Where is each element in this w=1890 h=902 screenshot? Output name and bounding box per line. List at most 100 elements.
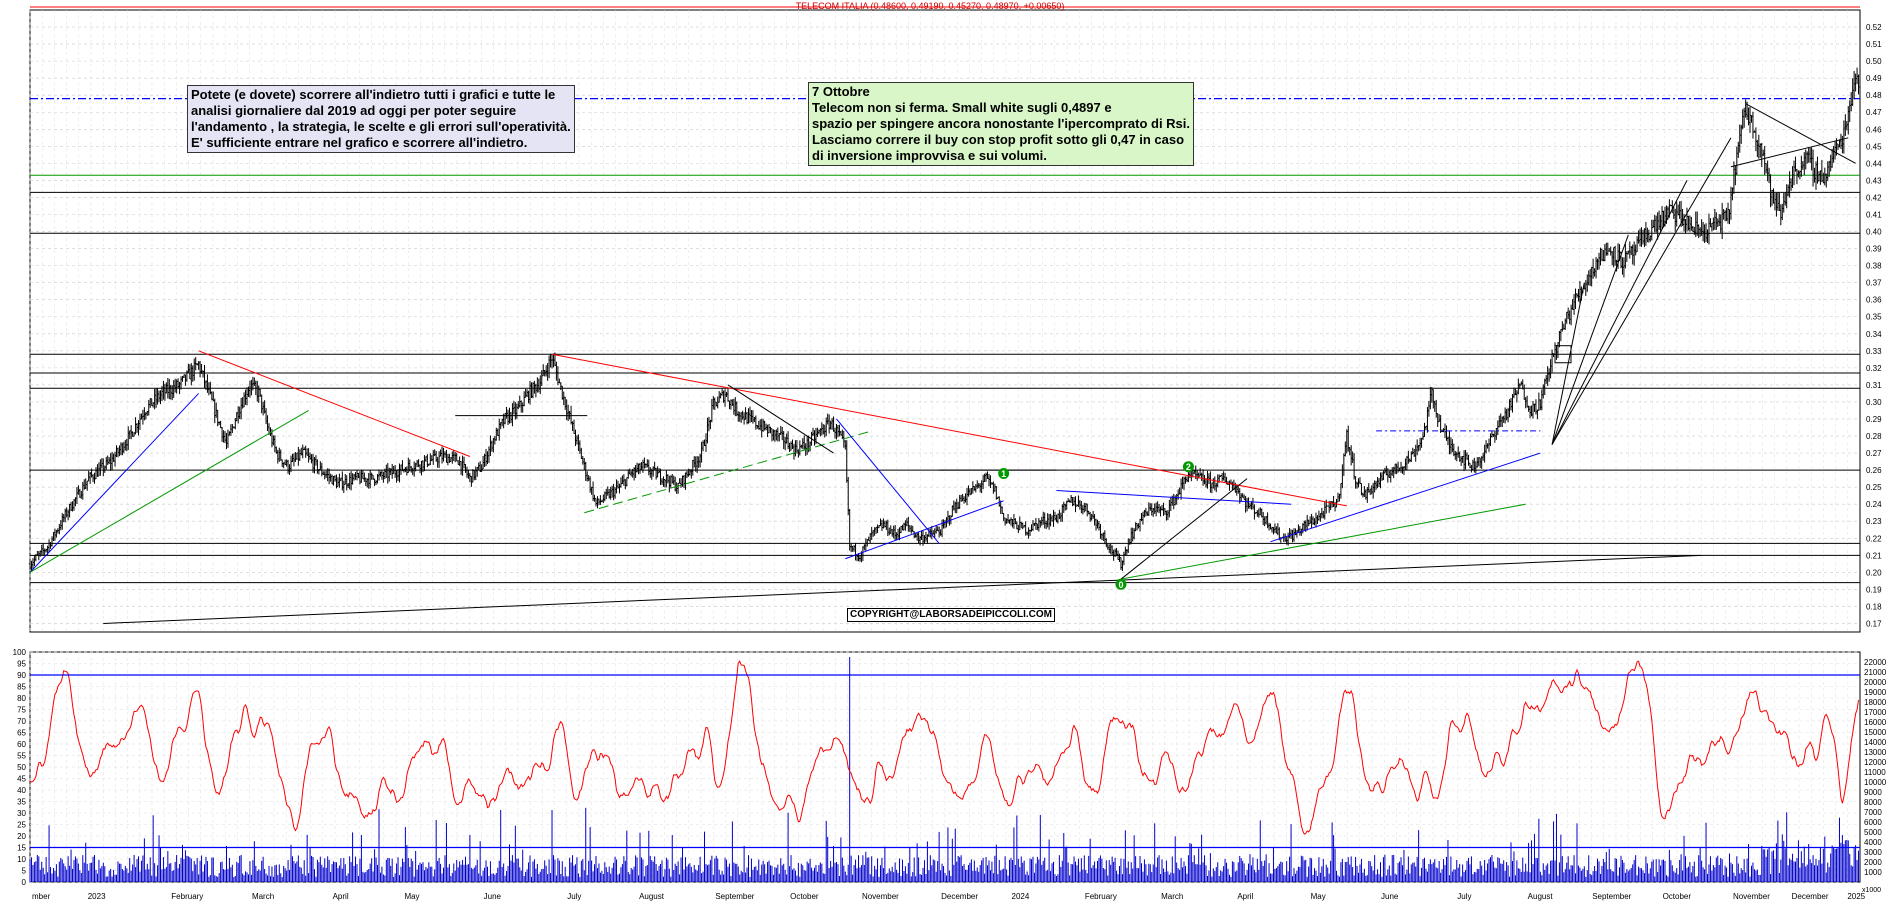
price-tick-label: 0.17 bbox=[1866, 619, 1882, 628]
x-tick-label: September bbox=[715, 892, 754, 901]
x-tick-label: 2025 bbox=[1847, 892, 1865, 901]
volume-tick-label: 6000 bbox=[1864, 818, 1882, 827]
volume-tick-label: 22000 bbox=[1864, 658, 1887, 667]
price-tick-label: 0.38 bbox=[1866, 262, 1882, 271]
price-tick-label: 0.23 bbox=[1866, 517, 1882, 526]
price-tick-label: 0.34 bbox=[1866, 330, 1882, 339]
x-tick-label: 2023 bbox=[88, 892, 106, 901]
price-bars bbox=[28, 67, 1860, 572]
wave-marker bbox=[1115, 578, 1127, 590]
price-tick-label: 0.27 bbox=[1866, 449, 1882, 458]
volume-tick-label: 17000 bbox=[1864, 708, 1887, 717]
volume-tick-label: 12000 bbox=[1864, 758, 1887, 767]
volume-tick-label: 4000 bbox=[1864, 838, 1882, 847]
trendline bbox=[1730, 137, 1849, 168]
x-tick-label: March bbox=[1161, 892, 1183, 901]
x-tick-label: August bbox=[1528, 892, 1554, 901]
fan-line bbox=[1551, 234, 1629, 445]
x-tick-label: November bbox=[862, 892, 899, 901]
price-tick-label: 0.46 bbox=[1866, 125, 1882, 134]
price-tick-label: 0.22 bbox=[1866, 534, 1882, 543]
volume-tick-label: 8000 bbox=[1864, 798, 1882, 807]
trendline bbox=[727, 384, 834, 454]
x-tick-label: July bbox=[567, 892, 581, 901]
x-tick-label: August bbox=[639, 892, 665, 901]
wave-marker-label: 0 bbox=[1118, 580, 1123, 590]
rsi-tick-label: 95 bbox=[17, 660, 26, 669]
x-tick-label: October bbox=[1663, 892, 1692, 901]
price-tick-label: 0.49 bbox=[1866, 74, 1882, 83]
box-marker bbox=[1554, 345, 1572, 364]
trendline bbox=[1056, 490, 1292, 505]
rsi-tick-label: 25 bbox=[17, 821, 26, 830]
volume-tick-label: 13000 bbox=[1864, 748, 1887, 757]
x-tick-label: October bbox=[790, 892, 819, 901]
price-tick-label: 0.44 bbox=[1866, 159, 1882, 168]
rsi-tick-label: 75 bbox=[17, 706, 26, 715]
volume-bars bbox=[29, 657, 1860, 882]
price-tick-label: 0.47 bbox=[1866, 108, 1882, 117]
price-tick-label: 0.45 bbox=[1866, 142, 1882, 151]
price-tick-label: 0.40 bbox=[1866, 228, 1882, 237]
volume-tick-label: 18000 bbox=[1864, 698, 1887, 707]
support-trendline bbox=[29, 410, 309, 573]
x-tick-label: May bbox=[404, 892, 419, 901]
price-tick-label: 0.19 bbox=[1866, 585, 1882, 594]
rsi-tick-label: 50 bbox=[17, 763, 26, 772]
price-tick-label: 0.31 bbox=[1866, 381, 1882, 390]
support-trendline bbox=[1270, 452, 1541, 543]
price-tick-label: 0.21 bbox=[1866, 551, 1882, 560]
volume-tick-label: 1000 bbox=[1864, 868, 1882, 877]
x-tick-label: June bbox=[484, 892, 502, 901]
rsi-tick-label: 40 bbox=[17, 786, 26, 795]
price-tick-label: 0.35 bbox=[1866, 313, 1882, 322]
rsi-tick-label: 90 bbox=[17, 671, 26, 680]
volume-tick-label: 20000 bbox=[1864, 678, 1887, 687]
x-tick-label: May bbox=[1311, 892, 1326, 901]
x-tick-label: September bbox=[1592, 892, 1631, 901]
fan-line bbox=[1551, 282, 1585, 445]
wave-marker-label: 1 bbox=[1001, 469, 1006, 479]
price-tick-label: 0.26 bbox=[1866, 466, 1882, 475]
rsi-tick-label: 80 bbox=[17, 694, 26, 703]
wave-marker bbox=[998, 468, 1010, 480]
price-tick-label: 0.18 bbox=[1866, 602, 1882, 611]
support-trendline bbox=[584, 430, 872, 514]
price-tick-label: 0.25 bbox=[1866, 483, 1882, 492]
price-tick-label: 0.36 bbox=[1866, 296, 1882, 305]
rsi-tick-label: 35 bbox=[17, 798, 26, 807]
volume-tick-label: 3000 bbox=[1864, 848, 1882, 857]
price-tick-label: 0.48 bbox=[1866, 91, 1882, 100]
x-tick-label: November bbox=[1733, 892, 1770, 901]
rsi-tick-label: 85 bbox=[17, 683, 26, 692]
volume-tick-label: 14000 bbox=[1864, 738, 1887, 747]
price-tick-label: 0.29 bbox=[1866, 415, 1882, 424]
price-tick-label: 0.52 bbox=[1866, 23, 1882, 32]
fan-line bbox=[1551, 180, 1688, 445]
trendline bbox=[836, 418, 940, 544]
fan-line bbox=[1551, 137, 1732, 445]
price-tick-label: 0.39 bbox=[1866, 245, 1882, 254]
volume-tick-label: 2000 bbox=[1864, 858, 1882, 867]
trendline bbox=[1745, 103, 1856, 164]
x-tick-label: June bbox=[1381, 892, 1399, 901]
resistance-trendline bbox=[551, 353, 1347, 507]
rsi-tick-label: 15 bbox=[17, 844, 26, 853]
x-tick-label: February bbox=[171, 892, 203, 901]
x-tick-label: March bbox=[252, 892, 274, 901]
price-tick-label: 0.51 bbox=[1866, 40, 1882, 49]
rsi-tick-label: 70 bbox=[17, 717, 26, 726]
rsi-tick-label: 45 bbox=[17, 775, 26, 784]
volume-tick-label: 19000 bbox=[1864, 688, 1887, 697]
volume-tick-label: 9000 bbox=[1864, 788, 1882, 797]
price-tick-label: 0.24 bbox=[1866, 500, 1882, 509]
volume-unit-label: x1000 bbox=[1862, 887, 1881, 894]
x-tick-label: February bbox=[1085, 892, 1117, 901]
rsi-tick-label: 20 bbox=[17, 832, 26, 841]
rsi-tick-label: 30 bbox=[17, 809, 26, 818]
price-tick-label: 0.20 bbox=[1866, 568, 1882, 577]
rsi-tick-label: 65 bbox=[17, 729, 26, 738]
x-tick-label: April bbox=[1237, 892, 1253, 901]
rsi-tick-label: 55 bbox=[17, 752, 26, 761]
